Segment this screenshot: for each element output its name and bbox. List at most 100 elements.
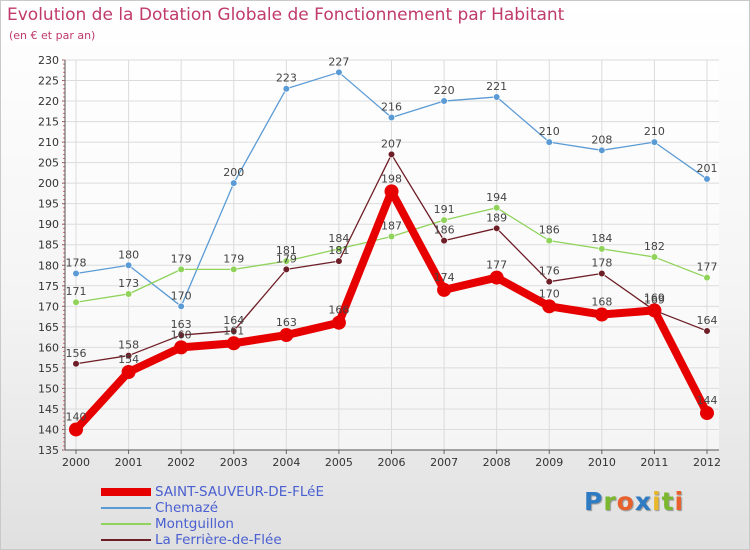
chart-title: Evolution de la Dotation Globale de Fonc… [7,5,565,25]
data-point [230,179,238,187]
data-point [493,204,501,212]
legend-swatch [101,516,151,532]
y-tick-label: 150 [38,382,59,395]
data-label: 181 [328,244,349,257]
y-tick-label: 210 [38,136,59,149]
data-label: 186 [539,224,560,237]
data-point [489,270,504,285]
data-label: 163 [276,316,297,329]
y-tick-label: 145 [38,403,59,416]
data-label: 176 [539,265,560,278]
y-tick-label: 230 [38,54,59,67]
data-point [124,351,133,360]
data-point [598,146,606,154]
chart-legend: SAINT-SAUVEUR-DE-FLéE Chemazé Montguillon L… [101,484,431,548]
data-point [440,97,448,105]
data-label: 227 [328,55,349,68]
data-label: 177 [486,259,507,272]
x-tick-label: 2007 [430,456,458,469]
data-point [72,360,80,368]
data-label: 169 [644,291,665,304]
data-label: 170 [539,287,560,300]
data-label: 201 [697,162,718,175]
data-label: 161 [223,324,244,337]
data-point [72,298,80,306]
chart-subtitle: (en € et par an) [9,29,96,42]
y-tick-label: 190 [38,218,59,231]
data-label: 210 [539,125,560,138]
data-point [598,269,606,278]
data-label: 164 [697,314,718,327]
data-point [387,150,396,159]
y-tick-label: 155 [38,362,59,375]
data-point [703,273,711,282]
data-point [493,224,501,232]
data-point [282,257,290,265]
legend-item: Montguillon [101,516,431,532]
data-label: 156 [66,347,87,360]
data-point [124,290,133,298]
data-label: 178 [591,256,612,269]
data-point [72,269,80,278]
data-point [226,336,241,351]
data-point [124,261,133,269]
x-tick-label: 2005 [325,456,353,469]
data-label: 220 [434,84,455,97]
data-label: 171 [66,285,87,298]
y-tick-label: 225 [38,75,59,88]
data-label: 194 [486,191,507,204]
data-point [440,237,448,245]
data-label: 221 [486,80,507,93]
legend-item: La Ferrière-de-Flée [101,532,431,548]
data-label: 180 [118,248,139,261]
data-point [121,365,136,379]
data-label: 177 [697,261,718,274]
data-point [647,303,662,318]
x-tick-label: 2011 [640,456,668,469]
y-tick-label: 195 [38,198,59,211]
data-label: 191 [434,203,455,216]
data-label: 189 [486,211,507,224]
data-point [703,175,711,183]
data-label: 198 [381,172,402,185]
data-point [545,237,553,245]
data-point [437,282,452,297]
data-point [279,328,294,343]
x-tick-label: 2012 [693,456,721,469]
legend-item: Chemazé [101,500,431,516]
legend-label: Montguillon [155,516,234,532]
data-label: 178 [66,256,87,269]
y-tick-label: 205 [38,157,59,170]
y-tick-label: 180 [38,259,59,272]
data-label: 169 [644,293,665,306]
legend-label: Chemazé [155,500,219,516]
data-label: 179 [223,252,244,265]
y-tick-label: 215 [38,116,59,129]
data-point [700,406,714,421]
data-point [335,68,343,76]
data-label: 173 [118,277,139,290]
brand-logo: Proxiti [584,487,685,516]
series-saint-sauveur-de-flee: 140 154 160 161 163 166 198 174 177 170 168 169 144 [66,172,718,437]
data-label: 182 [644,240,665,253]
data-label: 158 [118,339,139,352]
data-label: 179 [276,252,297,265]
data-point [335,245,343,253]
x-tick-label: 2010 [588,456,616,469]
x-tick-label: 2008 [483,456,511,469]
y-tick-label: 175 [38,280,59,293]
data-point [282,265,290,273]
data-label: 179 [171,252,192,265]
legend-label: SAINT-SAUVEUR-DE-FLéE [155,484,324,500]
data-point [387,232,396,241]
data-point [177,331,185,339]
data-label: 166 [328,304,349,317]
data-point [545,278,553,286]
data-label: 184 [591,232,612,245]
data-label: 140 [66,410,87,423]
data-point [282,85,290,93]
x-tick-label: 2001 [115,456,143,469]
